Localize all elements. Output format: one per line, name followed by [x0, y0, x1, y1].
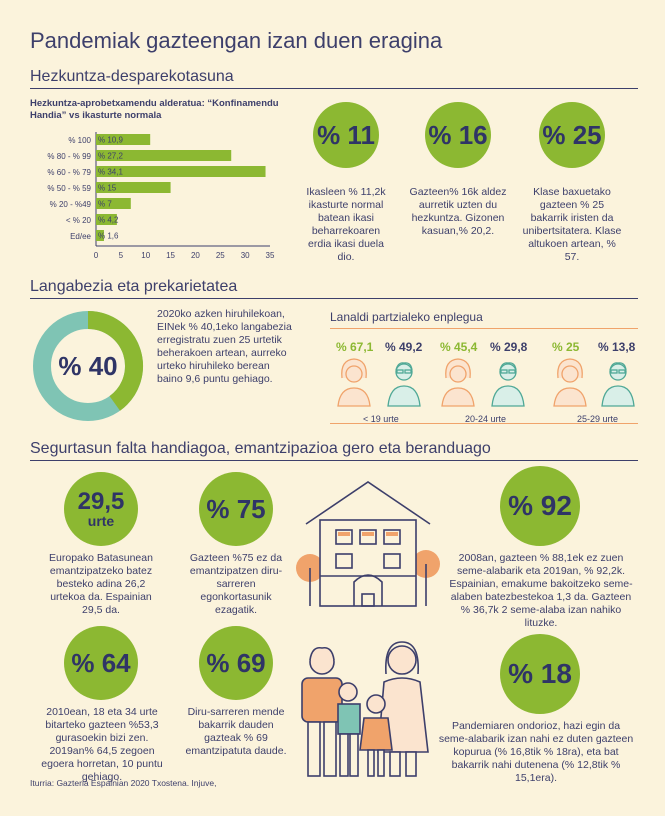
- bar: [96, 150, 232, 161]
- bar-value-label: % 4,2: [98, 216, 119, 225]
- section-title-unemployment: Langabezia eta prekarietatea: [30, 278, 238, 295]
- stat-text: 2008an, gazteen % 88,1ek ez zuen seme-al…: [449, 552, 633, 629]
- unemployment-donut-chart: [33, 311, 143, 421]
- age-label: 25-29 urte: [577, 414, 619, 424]
- stat-circle-69: % 69: [199, 626, 273, 700]
- education-bar-chart: % 100 % 10,9 % 80 - % 99 % 27,2 % 60 - % 79%…: [47, 132, 275, 260]
- male-person-icon: [491, 362, 525, 407]
- section-divider: [30, 460, 638, 461]
- category-label: Ed/ee: [70, 232, 91, 241]
- category-label: % 60 - % 79: [47, 168, 91, 177]
- stat-circle-64: % 64: [64, 626, 138, 700]
- stat-text: Pandemiaren ondorioz, hazi egin da seme-…: [438, 720, 634, 784]
- stat-circle-25: % 25: [539, 102, 605, 168]
- bar-value-label: % 1,6: [98, 232, 119, 241]
- stat-circle-75: % 75: [199, 472, 273, 546]
- x-tick-label: 10: [141, 251, 150, 260]
- parttime-female-pct: % 45,4: [440, 340, 478, 354]
- source-note: Iturria: Gazteria Espainian 2020 Txosten…: [30, 778, 217, 788]
- bar-value-label: % 7: [98, 200, 112, 209]
- parttime-male-pct: % 13,8: [598, 340, 636, 354]
- parttime-male-pct: % 29,8: [490, 340, 528, 354]
- parttime-title: Lanaldi partzialeko enplegua: [330, 310, 483, 324]
- stat-text: Gazteen %75 ez da emantzipatzen diru-sar…: [189, 552, 283, 616]
- section-title-security: Segurtasun falta handiagoa, emantzipazio…: [30, 440, 491, 457]
- x-tick-label: 15: [166, 251, 175, 260]
- x-tick-label: 25: [216, 251, 225, 260]
- category-label: < % 20: [66, 216, 92, 225]
- stat-circle-18: % 18: [500, 634, 580, 714]
- bar: [96, 198, 131, 209]
- age-label: < 19 urte: [363, 414, 399, 424]
- stat-text: Diru-sarreren mende bakarrik dauden gazt…: [185, 706, 287, 757]
- x-tick-label: 30: [241, 251, 250, 260]
- x-tick-label: 20: [191, 251, 200, 260]
- male-person-icon: [601, 362, 635, 407]
- stat-unit: urte: [87, 513, 115, 529]
- x-tick-label: 5: [119, 251, 124, 260]
- age-label: 20-24 urte: [465, 414, 507, 424]
- category-label: % 100: [68, 136, 91, 145]
- male-person-icon: [387, 362, 421, 407]
- bar-value-label: % 10,9: [98, 136, 123, 145]
- x-tick-label: 35: [266, 251, 275, 260]
- bar: [96, 230, 104, 241]
- section-divider: [30, 88, 638, 89]
- parttime-female-pct: % 67,1: [336, 340, 374, 354]
- page-title: Pandemiak gazteengan izan duen eragina: [30, 28, 443, 53]
- house-illustration: [296, 481, 440, 607]
- x-tick-label: 0: [94, 251, 99, 260]
- stat-text-11: Ikasleen % 11,2k ikasturte normal batean…: [306, 186, 386, 263]
- donut-share: [87, 311, 143, 411]
- stat-circle-16: % 16: [425, 102, 491, 168]
- stat-text-16: Gazteen% 16k aldez aurretik uzten du hez…: [409, 186, 507, 237]
- stat-value: 29,5: [77, 488, 125, 515]
- category-label: % 20 - %49: [50, 200, 92, 209]
- parttime-male-pct: % 49,2: [385, 340, 423, 354]
- female-person-icon: [441, 358, 475, 407]
- bar: [96, 134, 151, 145]
- female-person-icon: [337, 358, 371, 407]
- parttime-person-icons: [337, 358, 635, 407]
- unemployment-text: 2020ko azken hiruhilekoan, EINek % 40,1e…: [157, 308, 292, 385]
- stat-text: 2010ean, 18 eta 34 urte bitarteko gaztee…: [41, 706, 163, 783]
- stat-text: Europako Batasunean emantzipatzeko batez…: [49, 552, 153, 616]
- stat-circle-age: 29,5 urte: [64, 472, 138, 546]
- stat-text-25: Klase baxuetako gazteen % 25 bakarrik ir…: [522, 186, 622, 263]
- bar: [96, 166, 266, 177]
- chart-title: Hezkuntza-aprobetxamendu alderatua: “Kon…: [30, 98, 279, 121]
- family-illustration: [301, 641, 429, 777]
- category-label: % 50 - % 59: [47, 184, 91, 193]
- parttime-female-pct: % 25: [552, 340, 580, 354]
- stat-circle-92: % 92: [500, 466, 580, 546]
- bar: [96, 182, 171, 193]
- bar-value-label: % 27,2: [98, 152, 123, 161]
- section-title-education: Hezkuntza-desparekotasuna: [30, 68, 234, 85]
- parttime-box: [330, 328, 638, 424]
- bar: [96, 214, 117, 225]
- bar-value-label: % 15: [98, 184, 117, 193]
- category-label: % 80 - % 99: [47, 152, 91, 161]
- unemployment-value: % 40: [58, 350, 118, 381]
- bar-value-label: % 34,1: [98, 168, 123, 177]
- female-person-icon: [553, 358, 587, 407]
- stat-circle-11: % 11: [313, 102, 379, 168]
- section-divider: [30, 298, 638, 299]
